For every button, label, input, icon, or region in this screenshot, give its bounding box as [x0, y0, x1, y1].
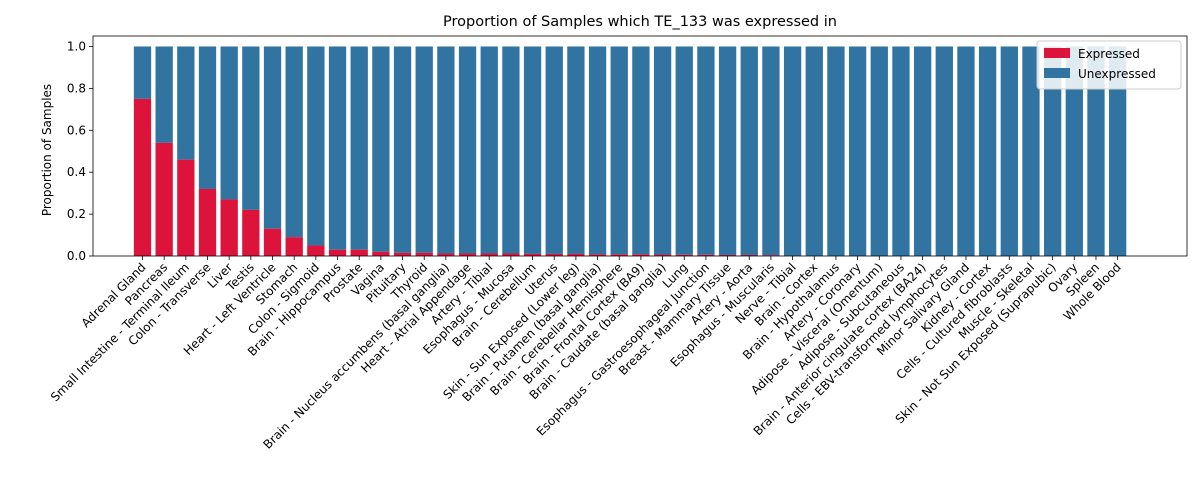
bar-unexpressed: [632, 46, 650, 255]
bar-unexpressed: [718, 46, 737, 255]
bar-expressed: [285, 237, 303, 256]
bar-expressed: [675, 254, 693, 256]
bar-unexpressed: [242, 46, 260, 210]
bar-expressed: [350, 249, 368, 256]
bar-unexpressed: [1087, 46, 1105, 256]
bar-expressed: [480, 253, 498, 256]
bar-unexpressed: [1000, 46, 1018, 256]
bar-unexpressed: [458, 46, 477, 254]
bar-unexpressed: [848, 46, 867, 256]
bar-unexpressed: [675, 46, 693, 255]
bar-unexpressed: [653, 46, 672, 255]
legend: Expressed Unexpressed: [1036, 40, 1182, 90]
bar-unexpressed: [935, 46, 953, 256]
bar-expressed: [545, 253, 563, 256]
y-tick-label: 0.6: [67, 123, 86, 137]
bar-expressed: [588, 254, 607, 256]
bar-unexpressed: [1109, 46, 1127, 256]
bar-expressed: [610, 254, 628, 256]
bar-unexpressed: [762, 46, 780, 256]
bar-unexpressed: [957, 46, 975, 256]
y-tick-label: 0.0: [67, 249, 86, 263]
bar-unexpressed: [437, 46, 455, 254]
bar-expressed: [415, 252, 433, 256]
bar-unexpressed: [415, 46, 433, 253]
bar-expressed: [458, 253, 477, 256]
y-tick-label: 1.0: [67, 39, 86, 53]
bar-unexpressed: [783, 46, 802, 256]
bar-expressed: [567, 253, 585, 256]
bar-expressed: [697, 254, 715, 256]
bar-unexpressed: [827, 46, 845, 256]
bar-expressed: [307, 245, 325, 256]
bar-unexpressed: [870, 46, 888, 256]
bar-unexpressed: [133, 46, 152, 99]
bar-unexpressed: [502, 46, 520, 254]
bar-unexpressed: [545, 46, 563, 254]
y-axis: 0.0 0.2 0.4 0.6 0.8 1.0: [67, 39, 93, 263]
bar-unexpressed: [220, 46, 238, 200]
bar-expressed: [198, 188, 217, 256]
legend-label: Unexpressed: [1078, 67, 1156, 81]
bar-unexpressed: [913, 46, 932, 256]
bar-unexpressed: [740, 46, 758, 255]
bar-unexpressed: [372, 46, 390, 252]
bar-unexpressed: [610, 46, 628, 255]
bar-unexpressed: [697, 46, 715, 255]
bar-expressed: [653, 254, 672, 256]
bar-unexpressed: [177, 46, 195, 160]
bar-expressed: [372, 251, 390, 256]
bar-unexpressed: [1022, 46, 1040, 256]
bar-expressed: [502, 253, 520, 256]
y-tick-label: 0.2: [67, 207, 86, 221]
bar-expressed: [632, 254, 650, 256]
bar-unexpressed: [567, 46, 585, 254]
legend-swatch: [1044, 48, 1070, 58]
plot-frame: [92, 35, 1188, 257]
bar-unexpressed: [198, 46, 217, 189]
bar-expressed: [242, 209, 260, 256]
bar-unexpressed: [350, 46, 368, 250]
bar-unexpressed: [480, 46, 498, 254]
bar-expressed: [523, 253, 542, 256]
bar-unexpressed: [155, 46, 173, 143]
bar-expressed: [762, 255, 780, 256]
legend-box: [1036, 40, 1182, 90]
bar-expressed: [718, 254, 737, 256]
legend-label: Expressed: [1078, 47, 1140, 61]
bar-expressed: [177, 159, 195, 256]
bar-expressed: [220, 199, 238, 256]
bar-unexpressed: [1065, 46, 1083, 256]
bar-expressed: [155, 142, 173, 256]
bar-expressed: [740, 254, 758, 256]
bar-unexpressed: [263, 46, 282, 229]
bar-expressed: [437, 253, 455, 256]
bar-unexpressed: [1043, 46, 1062, 256]
y-tick-label: 0.8: [67, 81, 86, 95]
bar-unexpressed: [285, 46, 303, 238]
bar-expressed: [328, 249, 347, 256]
bar-unexpressed: [588, 46, 607, 255]
legend-swatch: [1044, 68, 1070, 78]
bar-unexpressed: [978, 46, 997, 256]
y-tick-label: 0.4: [67, 165, 86, 179]
bars-group: [133, 46, 1127, 256]
bar-unexpressed: [805, 46, 823, 256]
bar-expressed: [133, 98, 152, 256]
bar-unexpressed: [892, 46, 910, 256]
bar-unexpressed: [328, 46, 347, 250]
bar-unexpressed: [307, 46, 325, 246]
chart-title: Proportion of Samples which TE_133 was e…: [443, 14, 837, 30]
bar-unexpressed: [523, 46, 542, 254]
bar-unexpressed: [393, 46, 412, 253]
bar-expressed: [263, 228, 282, 256]
bar-expressed: [393, 252, 412, 256]
y-axis-label: Proportion of Samples: [40, 84, 54, 216]
